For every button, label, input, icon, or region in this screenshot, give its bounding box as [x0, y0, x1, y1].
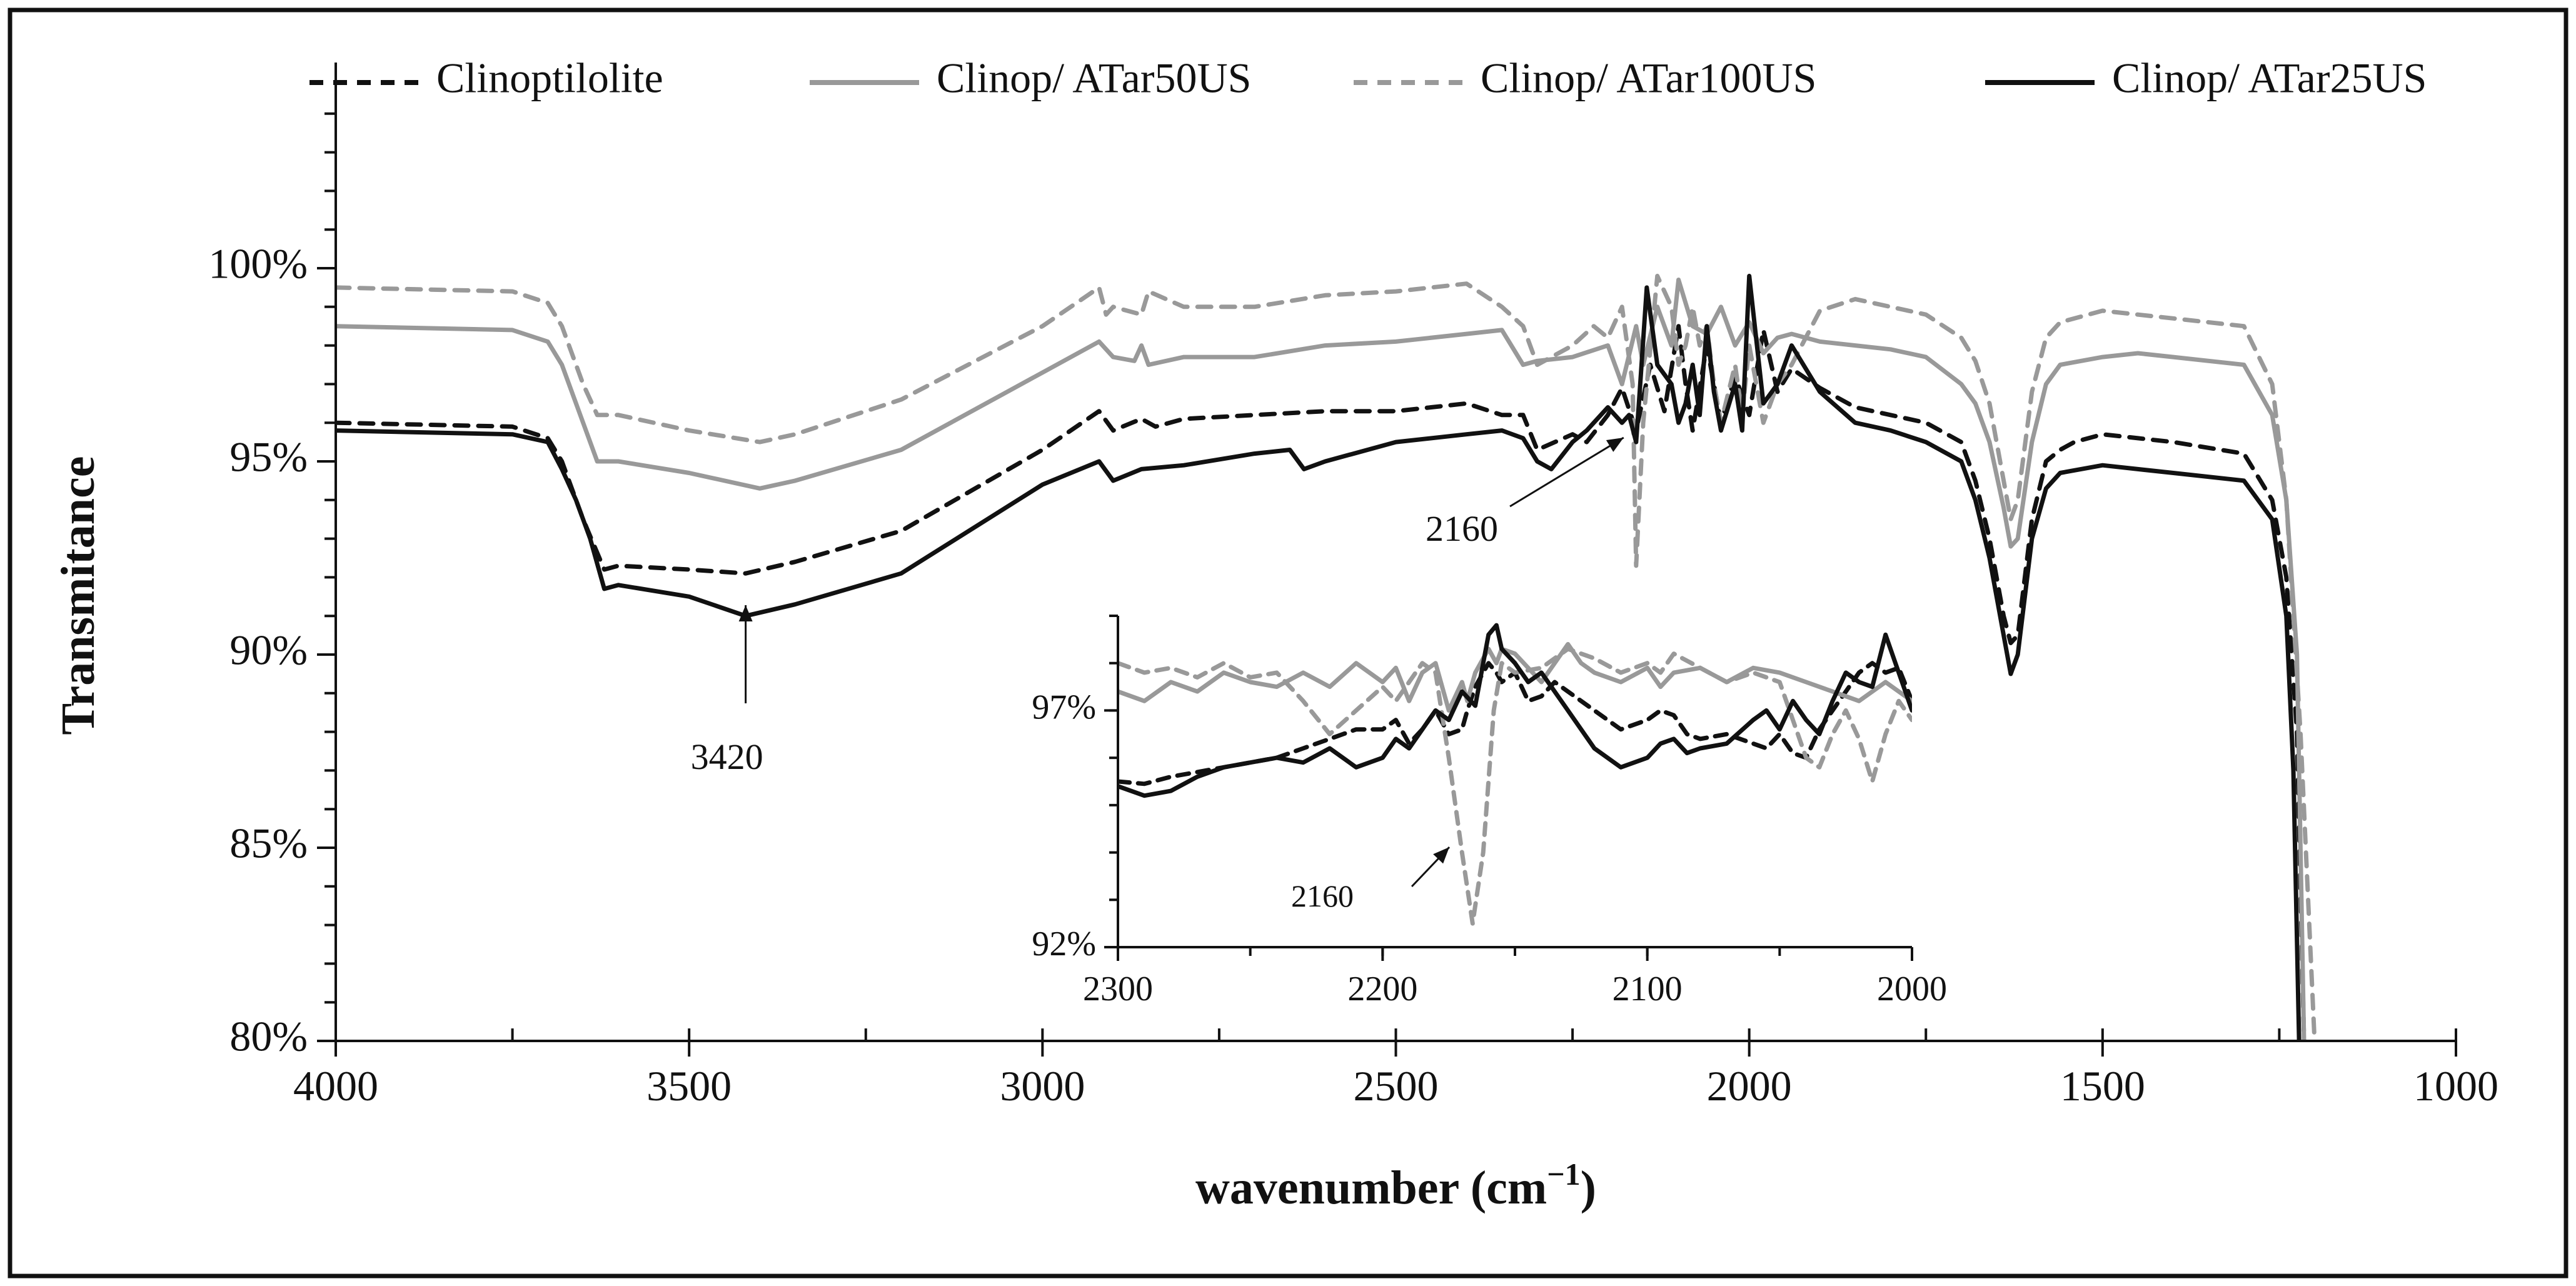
figure-border	[8, 8, 2568, 1278]
x-tick-label: 3000	[1000, 1062, 1085, 1110]
inset-x-tick-label: 2000	[1877, 970, 1947, 1008]
y-tick-label: 85%	[229, 820, 308, 867]
inset-series-line-clinop-atar100us	[1118, 646, 1912, 926]
x-axis-title: wavenumber (cm−1)	[1195, 1157, 1596, 1214]
x-tick-label: 2000	[1707, 1062, 1792, 1110]
annotation-3420: 3420	[691, 605, 763, 777]
series-line-clinop-atar100us	[336, 273, 2317, 1041]
y-tick-label: 80%	[229, 1013, 308, 1060]
inset-axes: 92% 97% 2300 2200 2100 2000	[1032, 615, 1947, 1008]
arrowhead-2160	[1606, 438, 1624, 452]
annotation-label-3420: 3420	[691, 736, 763, 777]
annotation-label-2160: 2160	[1426, 508, 1498, 549]
inset-series-group	[1118, 623, 1912, 926]
inset-series-line-clinoptilolite	[1118, 661, 1912, 786]
main-axes: 80% 85% 90% 95% 100% 4000 3500 3000 2500 2000 1500…	[208, 63, 2498, 1110]
legend-label-clinop-atar25us: Clinop/ ATar25US	[2112, 54, 2427, 102]
series-line-clinop-atar50us	[336, 278, 2307, 1041]
series-line-clinop-atar25us	[336, 273, 2302, 1041]
inset-arrowhead-2160	[1433, 847, 1449, 864]
x-tick-label: 4000	[293, 1062, 378, 1110]
y-tick-label: 90%	[229, 626, 308, 674]
y-tick-label: 100%	[208, 240, 308, 288]
y-axis-title: Transmitance	[52, 456, 104, 735]
legend-label-clinop-atar100us: Clinop/ ATar100US	[1481, 54, 1816, 102]
arrow-2160	[1509, 436, 1624, 508]
inset-annotation-label: 2160	[1291, 878, 1354, 913]
x-axis-title-main: wavenumber (cm	[1195, 1162, 1547, 1214]
arrowhead-3420	[738, 605, 753, 621]
inset-series-line-clinop-atar25us	[1118, 623, 1912, 798]
x-tick-label: 1500	[2060, 1062, 2145, 1110]
y-tick-label: 95%	[229, 433, 308, 481]
x-axis-title-superscript: −1	[1547, 1157, 1581, 1192]
inset-y-tick-label: 92%	[1032, 925, 1096, 963]
x-tick-label: 1000	[2413, 1062, 2498, 1110]
inset-x-tick-label: 2100	[1613, 970, 1683, 1008]
inset-annotation-2160: 2160	[1291, 846, 1451, 913]
legend-label-clinoptilolite: Clinoptilolite	[436, 54, 663, 102]
x-tick-label: 3500	[647, 1062, 732, 1110]
x-tick-label: 2500	[1354, 1062, 1439, 1110]
legend-label-clinop-atar50us: Clinop/ ATar50US	[937, 54, 1251, 102]
main-series-group	[336, 273, 2317, 1041]
inset-background	[987, 600, 1937, 1013]
inset-x-tick-label: 2200	[1347, 970, 1417, 1008]
annotation-2160: 2160	[1426, 436, 1624, 549]
inset-x-tick-label: 2300	[1083, 970, 1153, 1008]
inset-y-tick-label: 97%	[1032, 688, 1096, 726]
legend: Clinoptilolite Clinop/ ATar50US Clinop/ AT…	[309, 54, 2427, 102]
series-line-clinoptilolite	[336, 324, 2307, 1041]
x-axis-title-close: )	[1581, 1162, 1596, 1214]
